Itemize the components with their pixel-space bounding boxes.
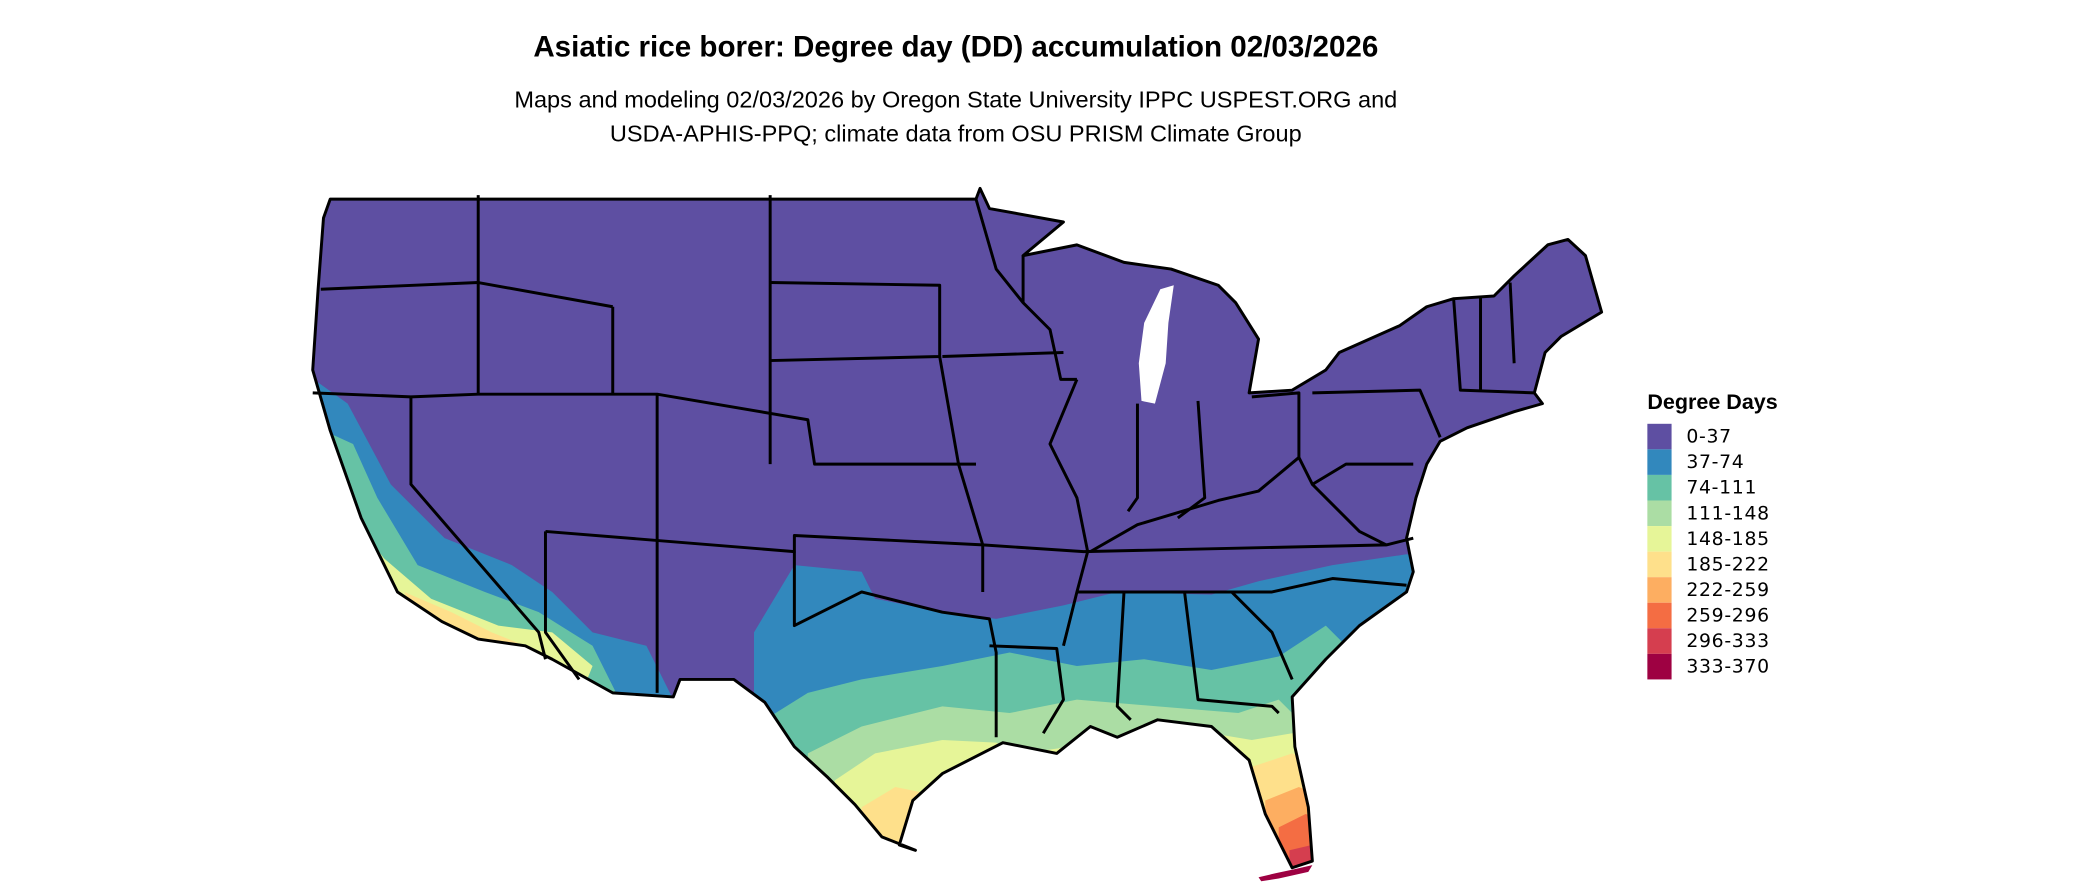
map-subtitle-line-1: Maps and modeling 02/03/2026 by Oregon S… (514, 87, 1397, 113)
map-fill (312, 188, 1602, 868)
legend-swatch-185-222 (1647, 551, 1672, 578)
legend-swatch-296-333 (1647, 628, 1672, 654)
state-borders (311, 186, 1604, 870)
legend-swatch-259-296 (1647, 602, 1672, 629)
legend-label-37-74: 37-74 (1686, 452, 1744, 473)
map-subtitle-line-2: USDA-APHIS-PPQ; climate data from OSU PR… (610, 120, 1302, 146)
legend-swatch-148-185 (1647, 526, 1672, 552)
region-0-37 (312, 188, 1602, 868)
legend-swatch-111-148 (1647, 500, 1672, 527)
region-185-222 (861, 753, 1346, 868)
legend-swatch-222-259 (1647, 577, 1672, 603)
legend-title: Degree Days (1647, 390, 1777, 414)
legend-label-0-37: 0-37 (1686, 427, 1731, 448)
legend-label-222-259: 222-259 (1686, 580, 1769, 601)
map-title: Asiatic rice borer: Degree day (DD) accu… (533, 31, 1378, 64)
legend-label-111-148: 111-148 (1686, 503, 1769, 524)
legend: Degree Days 0-37 37-74 74-111 111-148 148-18… (1647, 390, 1778, 680)
legend-swatch-0-37 (1647, 423, 1672, 450)
legend-label-296-333: 296-333 (1686, 631, 1769, 652)
legend-swatch-333-370 (1647, 653, 1672, 680)
lake-michigan (1138, 285, 1174, 404)
legend-label-185-222: 185-222 (1686, 554, 1769, 575)
legend-swatch-74-111 (1647, 474, 1672, 501)
legend-label-333-370: 333-370 (1686, 657, 1769, 678)
region-333-370-keys (1258, 865, 1313, 882)
region-148-185 (834, 733, 1481, 868)
region-296-333 (1289, 844, 1346, 868)
legend-swatch-37-74 (1647, 449, 1672, 475)
legend-label-148-185: 148-185 (1686, 529, 1769, 550)
legend-label-259-296: 259-296 (1686, 606, 1769, 627)
legend-label-74-111: 74-111 (1686, 478, 1757, 499)
